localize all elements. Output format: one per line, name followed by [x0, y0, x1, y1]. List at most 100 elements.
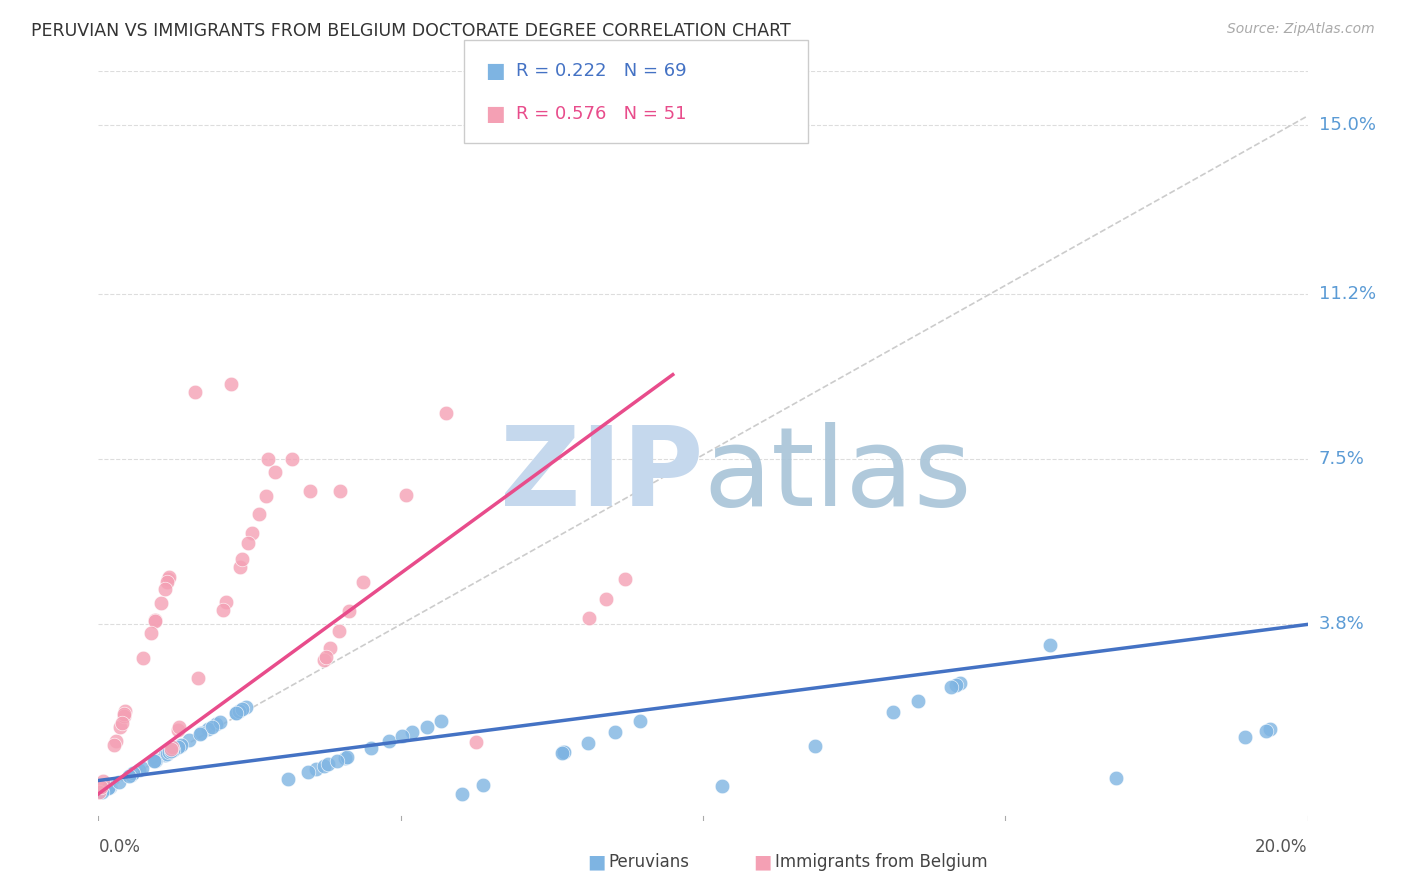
Point: [131, 761, 153, 775]
Point: [112, 706, 135, 721]
Point: [464, 735, 486, 749]
Point: [157, 745, 180, 759]
Point: [197, 723, 219, 737]
Point: [391, 729, 413, 743]
Point: [90, 780, 112, 794]
Point: [110, 715, 132, 730]
Point: [297, 764, 319, 779]
Point: [315, 649, 337, 664]
Point: [256, 452, 278, 467]
Point: [87, 785, 110, 799]
Point: [882, 705, 904, 719]
Point: [108, 720, 131, 734]
Point: [120, 768, 142, 782]
Text: atlas: atlas: [703, 423, 972, 530]
Text: Source: ZipAtlas.com: Source: ZipAtlas.com: [1227, 22, 1375, 37]
Text: Immigrants from Belgium: Immigrants from Belgium: [775, 853, 987, 871]
Point: [305, 762, 328, 776]
Point: [277, 772, 299, 787]
Point: [360, 740, 382, 755]
Text: 7.5%: 7.5%: [1319, 450, 1365, 468]
Point: [128, 763, 150, 777]
Point: [613, 572, 636, 586]
Point: [98, 780, 121, 794]
Point: [939, 680, 962, 694]
Point: [576, 735, 599, 749]
Point: [149, 596, 172, 610]
Point: [231, 552, 253, 566]
Point: [907, 694, 929, 708]
Text: ■: ■: [485, 103, 505, 124]
Text: ■: ■: [754, 852, 772, 871]
Text: 20.0%: 20.0%: [1256, 838, 1308, 856]
Point: [156, 747, 179, 761]
Point: [142, 754, 165, 768]
Text: 11.2%: 11.2%: [1319, 285, 1376, 303]
Point: [98, 780, 121, 795]
Point: [337, 603, 360, 617]
Point: [326, 754, 349, 768]
Point: [225, 706, 247, 720]
Point: [249, 507, 271, 521]
Point: [166, 740, 188, 755]
Point: [316, 757, 339, 772]
Point: [314, 653, 336, 667]
Point: [595, 592, 617, 607]
Point: [143, 754, 166, 768]
Point: [215, 594, 238, 608]
Point: [254, 489, 277, 503]
Point: [352, 574, 374, 589]
Point: [314, 758, 336, 772]
Point: [104, 734, 127, 748]
Point: [160, 742, 183, 756]
Point: [179, 733, 201, 747]
Text: R = 0.576   N = 51: R = 0.576 N = 51: [516, 105, 686, 123]
Point: [205, 717, 228, 731]
Point: [603, 724, 626, 739]
Point: [163, 742, 186, 756]
Point: [472, 778, 495, 792]
Point: [187, 671, 209, 685]
Point: [170, 738, 193, 752]
Point: [91, 773, 114, 788]
Point: [118, 769, 141, 783]
Text: PERUVIAN VS IMMIGRANTS FROM BELGIUM DOCTORATE DEGREE CORRELATION CHART: PERUVIAN VS IMMIGRANTS FROM BELGIUM DOCT…: [31, 22, 790, 40]
Point: [157, 572, 180, 586]
Point: [163, 742, 186, 756]
Point: [225, 706, 247, 720]
Point: [416, 720, 439, 734]
Point: [153, 747, 176, 762]
Point: [114, 704, 136, 718]
Point: [228, 704, 250, 718]
Text: ZIP: ZIP: [499, 423, 703, 530]
Point: [264, 465, 287, 479]
Point: [553, 745, 575, 759]
Text: 15.0%: 15.0%: [1319, 116, 1375, 134]
Point: [156, 575, 179, 590]
Point: [299, 483, 322, 498]
Point: [1039, 638, 1062, 652]
Point: [401, 725, 423, 739]
Point: [450, 787, 472, 801]
Point: [949, 676, 972, 690]
Text: ■: ■: [588, 852, 606, 871]
Point: [430, 714, 453, 728]
Point: [235, 699, 257, 714]
Text: R = 0.222   N = 69: R = 0.222 N = 69: [516, 62, 686, 79]
Point: [240, 525, 263, 540]
Point: [550, 746, 572, 760]
Point: [212, 603, 235, 617]
Point: [281, 452, 304, 467]
Point: [377, 734, 399, 748]
Point: [159, 744, 181, 758]
Point: [329, 483, 352, 498]
Point: [122, 766, 145, 780]
Point: [153, 582, 176, 597]
Point: [157, 570, 180, 584]
Text: Peruvians: Peruvians: [609, 853, 690, 871]
Point: [1234, 730, 1257, 744]
Point: [328, 624, 350, 638]
Point: [190, 726, 212, 740]
Point: [103, 739, 125, 753]
Point: [1104, 771, 1126, 785]
